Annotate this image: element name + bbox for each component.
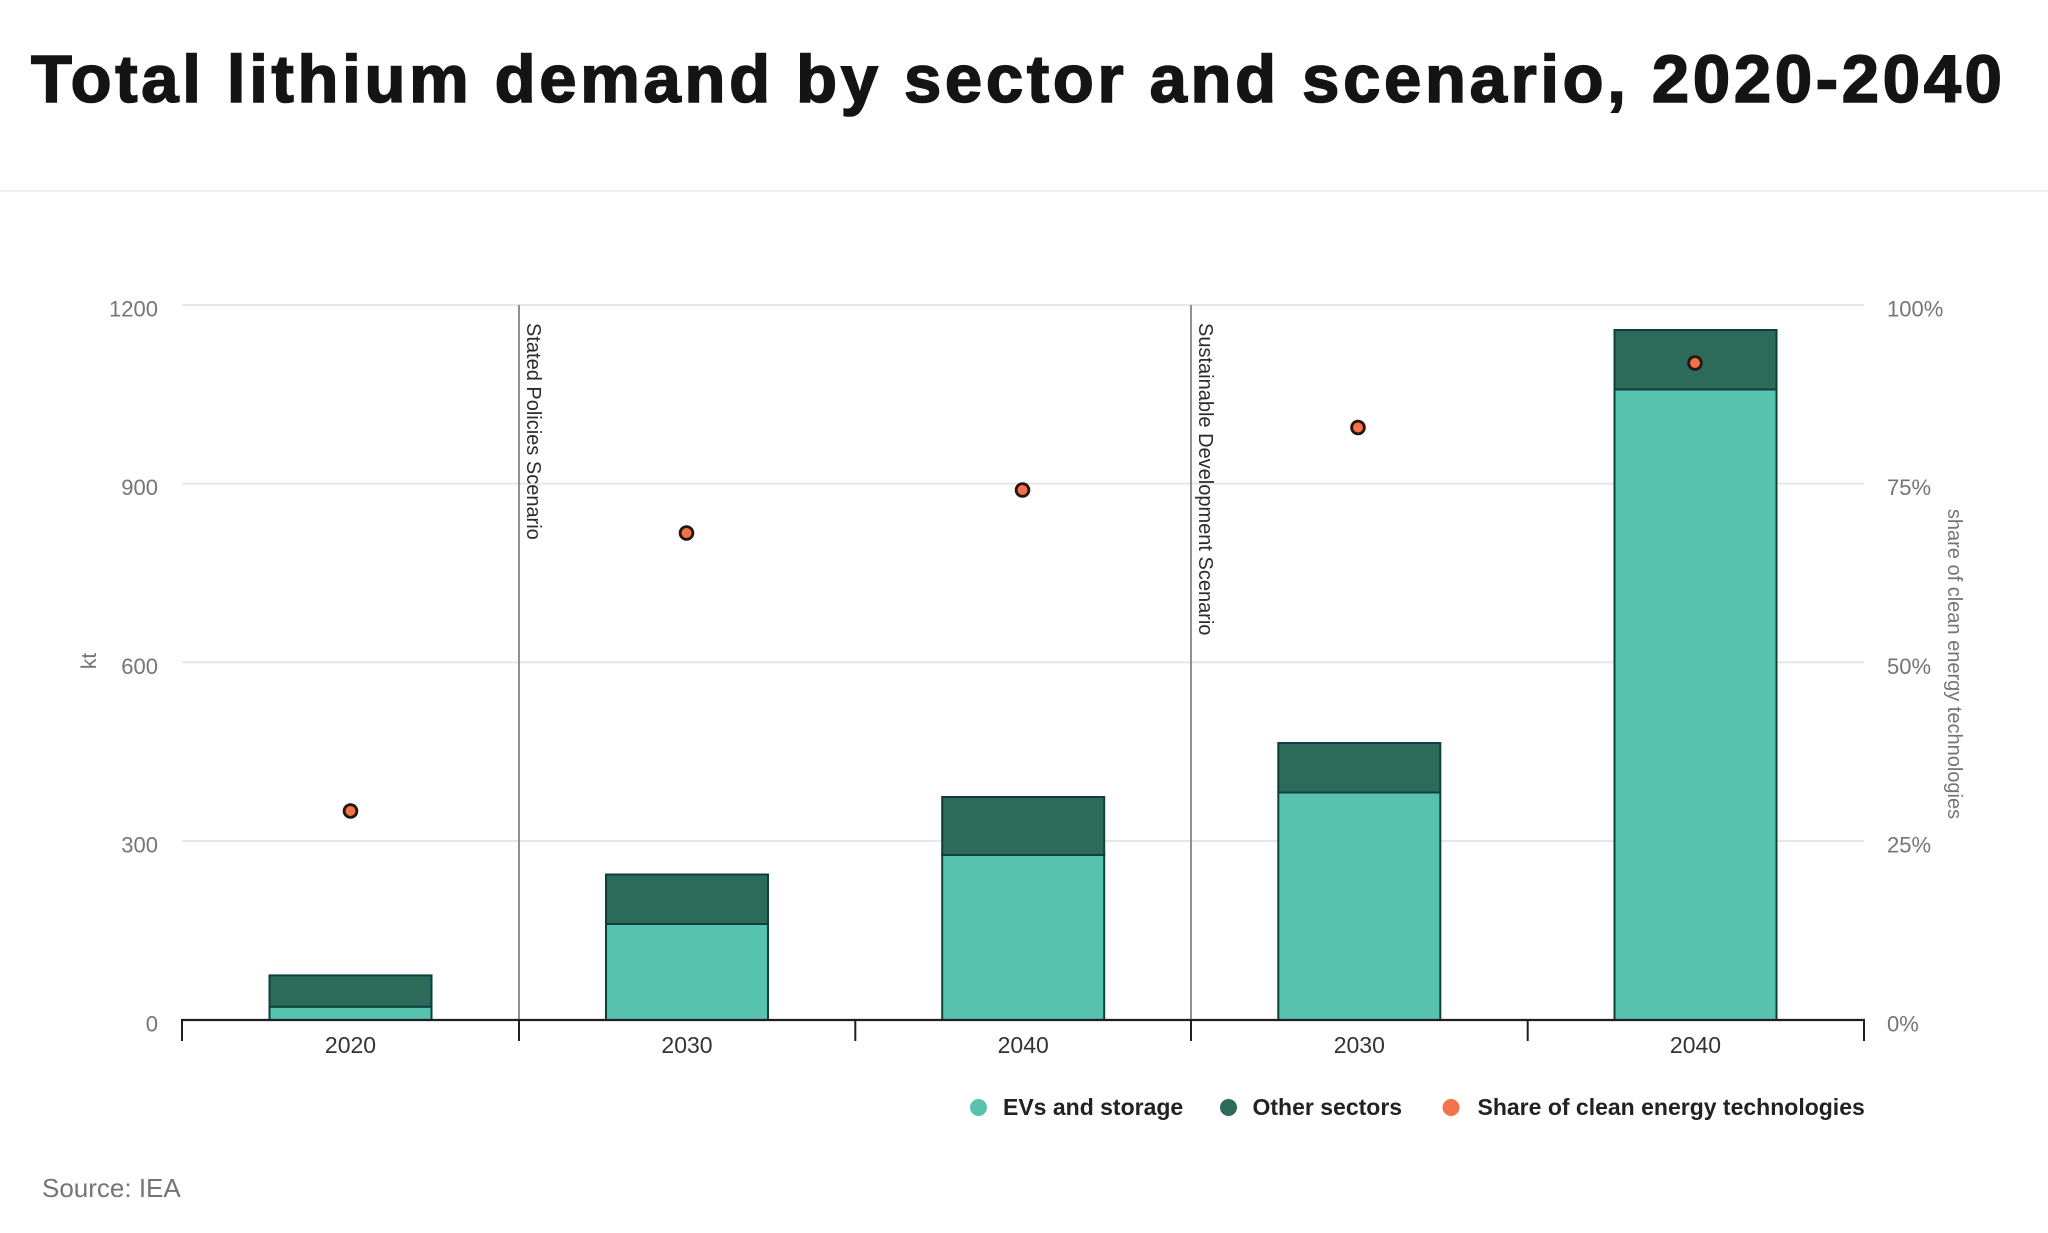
svg-text:1200: 1200 [109,297,158,322]
svg-text:Share of clean energy technolo: Share of clean energy technologies [1478,1094,1865,1120]
svg-text:EVs and storage: EVs and storage [1003,1094,1183,1120]
svg-text:2040: 2040 [1670,1032,1721,1058]
svg-text:Sustainable Development Scenar: Sustainable Development Scenario [1194,323,1216,635]
svg-text:50%: 50% [1887,654,1931,679]
svg-text:2030: 2030 [1334,1032,1385,1058]
svg-text:0%: 0% [1887,1012,1919,1037]
svg-text:share of clean energy technolo: share of clean energy technologies [1943,509,1965,819]
svg-text:Total lithium demand by sector: Total lithium demand by sector and scena… [31,42,2006,117]
svg-text:75%: 75% [1887,475,1931,500]
svg-text:2030: 2030 [661,1032,712,1058]
svg-text:2040: 2040 [998,1032,1049,1058]
svg-text:Stated Policies Scenario: Stated Policies Scenario [522,323,544,540]
svg-text:Source: IEA: Source: IEA [42,1173,181,1203]
svg-text:900: 900 [121,475,158,500]
svg-text:600: 600 [121,654,158,679]
svg-text:kt: kt [78,653,101,670]
svg-text:Other sectors: Other sectors [1253,1094,1403,1120]
svg-text:2020: 2020 [325,1032,376,1058]
svg-text:100%: 100% [1887,297,1943,322]
svg-text:25%: 25% [1887,833,1931,858]
svg-text:300: 300 [121,833,158,858]
svg-text:0: 0 [146,1012,158,1037]
